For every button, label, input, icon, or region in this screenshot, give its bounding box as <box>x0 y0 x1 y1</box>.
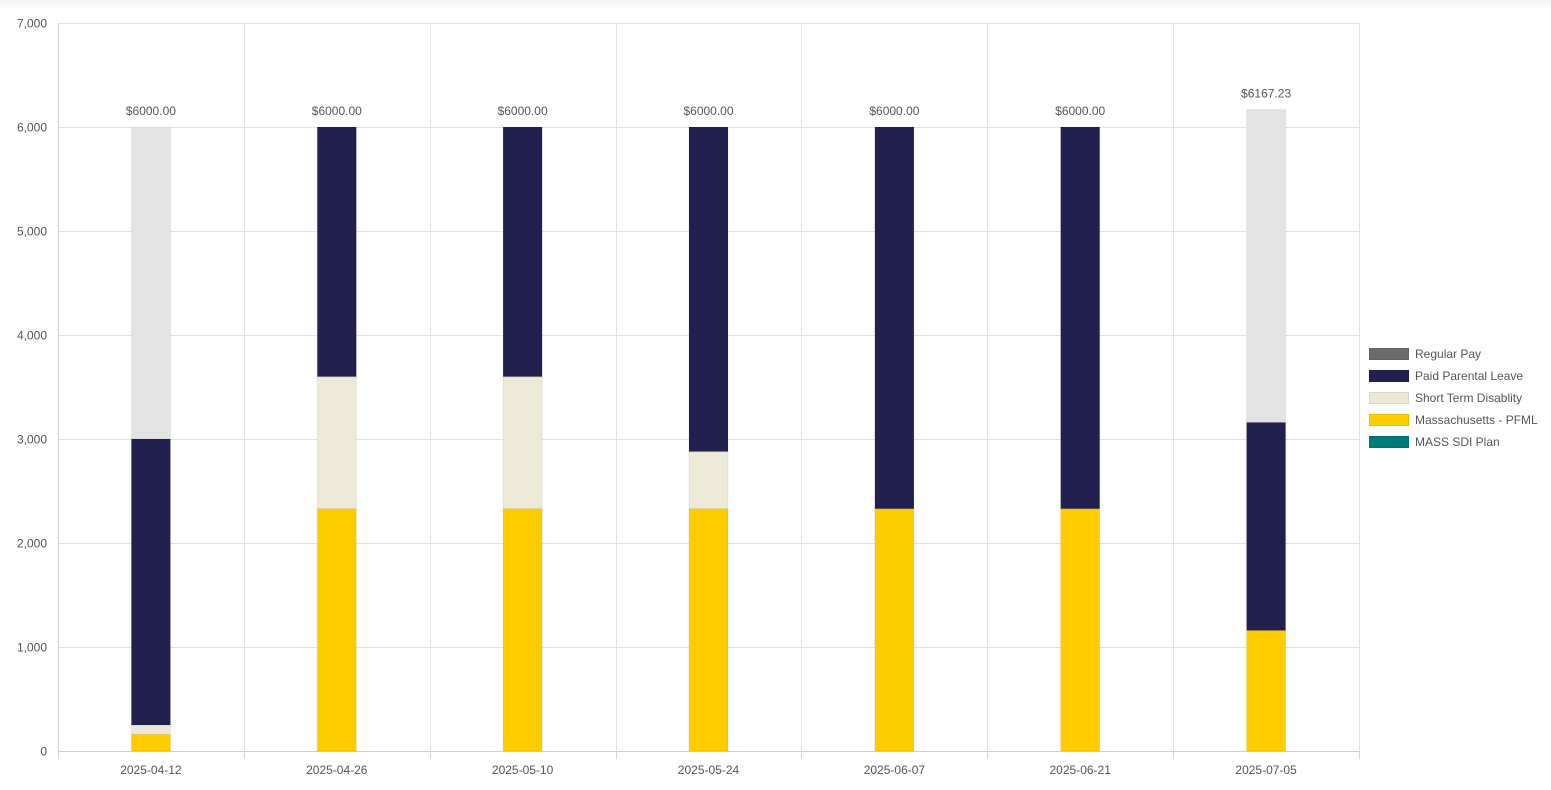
legend-label: MASS SDI Plan <box>1415 435 1500 449</box>
bar-segment <box>688 508 729 752</box>
legend-swatch <box>1369 392 1409 404</box>
bar-segment <box>874 126 915 510</box>
x-tick-label: 2025-06-21 <box>1050 763 1112 777</box>
bars <box>130 109 1287 752</box>
y-tick-label: 4,000 <box>17 329 47 343</box>
bar-total-label: $6000.00 <box>126 104 176 118</box>
axis-labels: 0 1,000 2,000 3,000 4,000 5,000 6,000 7,000 2025… <box>17 17 1297 778</box>
legend-item[interactable]: Paid Parental Leave <box>1369 365 1549 387</box>
legend-swatch <box>1369 414 1409 426</box>
legend-swatch <box>1369 436 1409 448</box>
x-tick-label: 2025-06-07 <box>864 763 926 777</box>
legend-label: Regular Pay <box>1415 347 1482 361</box>
x-tick-label: 2025-04-26 <box>306 763 368 777</box>
legend-item[interactable]: MASS SDI Plan <box>1369 431 1549 453</box>
bar-segment <box>130 724 171 735</box>
bar-segment <box>1060 126 1101 510</box>
bar-segment <box>1246 421 1287 631</box>
x-tick-label: 2025-05-24 <box>678 763 740 777</box>
legend-swatch <box>1369 370 1409 382</box>
bar-segment <box>688 451 729 510</box>
y-tick-label: 7,000 <box>17 17 47 31</box>
x-tick-label: 2025-04-12 <box>120 763 182 777</box>
bar-segment <box>502 376 543 510</box>
y-tick-label: 3,000 <box>17 433 47 447</box>
bar-total-label: $6000.00 <box>869 104 919 118</box>
legend: Regular Pay Paid Parental Leave Short Term… <box>1369 343 1549 453</box>
y-tick-label: 2,000 <box>17 537 47 551</box>
x-tick-label: 2025-05-10 <box>492 763 554 777</box>
bar-total-label: $6000.00 <box>312 104 362 118</box>
bar-segment <box>502 508 543 752</box>
bar-segment <box>502 126 543 378</box>
legend-item[interactable]: Massachusetts - PFML <box>1369 409 1549 431</box>
y-tick-label: 0 <box>40 745 47 759</box>
grid-lines <box>58 23 1360 759</box>
legend-label: Short Term Disablity <box>1415 391 1523 405</box>
bar-segment <box>1060 508 1101 752</box>
y-tick-label: 1,000 <box>17 641 47 655</box>
bar-segment <box>1246 629 1287 752</box>
bar-total-label: $6000.00 <box>683 104 733 118</box>
bar-segment <box>1246 109 1287 423</box>
bar-total-label: $6000.00 <box>1055 104 1105 118</box>
y-tick-label: 5,000 <box>17 225 47 239</box>
legend-item[interactable]: Short Term Disablity <box>1369 387 1549 409</box>
legend-item[interactable]: Regular Pay <box>1369 343 1549 365</box>
top-shadow <box>0 0 1551 8</box>
legend-label: Paid Parental Leave <box>1415 369 1524 383</box>
legend-swatch <box>1369 348 1409 360</box>
bar-total-label: $6167.23 <box>1241 87 1291 101</box>
y-tick-label: 6,000 <box>17 121 47 135</box>
bar-segment <box>316 376 357 510</box>
bar-segment <box>316 126 357 378</box>
bar-segment <box>130 126 171 440</box>
bar-segment <box>130 733 171 752</box>
bar-segment <box>130 438 171 726</box>
legend-label: Massachusetts - PFML <box>1415 413 1538 427</box>
bar-segment <box>688 126 729 452</box>
bar-segment <box>316 508 357 752</box>
bar-segment <box>874 508 915 752</box>
bar-total-label: $6000.00 <box>498 104 548 118</box>
x-tick-label: 2025-07-05 <box>1235 763 1297 777</box>
